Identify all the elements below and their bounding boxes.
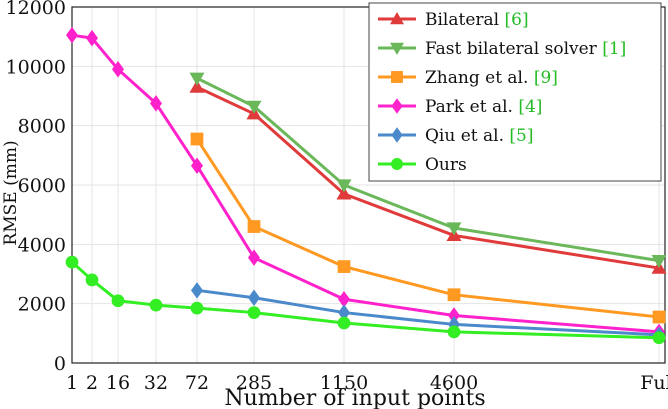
data-point [652,310,666,324]
legend-label: Park et al. [4] [425,97,542,117]
data-point [338,290,350,308]
legend-entry: Bilateral [6] [378,10,529,30]
data-point [448,307,460,324]
data-point [391,158,403,170]
data-point [337,260,351,273]
data-point [390,12,404,25]
legend-label: Qiu et al. [5] [425,126,534,146]
data-point [247,306,261,319]
y-tick-label: 2000 [18,294,66,316]
legend: Bilateral [6] Fast bilateral solver [1] Zh… [368,2,662,182]
legend-citation: [9] [534,68,558,88]
data-point [189,72,205,86]
y-tick-label: 4000 [18,234,66,256]
data-point [86,29,98,47]
data-point [390,42,404,55]
data-point [191,157,203,174]
x-tick-label: 285 [236,372,272,394]
legend-box [368,2,662,182]
legend-citation: [6] [505,10,529,30]
data-point [111,294,125,308]
x-tick-label: Full [640,372,668,394]
data-point [446,222,462,236]
data-point [66,26,78,44]
legend-entry: Qiu et al. [5] [378,126,534,146]
y-axis-title: RMSE (mm) [1,140,21,245]
series-ours [65,255,666,345]
data-point [651,255,667,269]
series-park-et-al [66,26,665,341]
data-point [246,100,262,114]
data-point [65,255,79,269]
series-layer [65,26,667,345]
data-point [336,186,352,200]
legend-citation: [5] [509,126,533,146]
x-tick-label: 1 [66,372,78,394]
x-tick-label: 2 [86,372,98,394]
y-tick-label: 6000 [18,175,66,197]
y-tick-label: 10000 [6,56,66,78]
data-point [189,79,205,93]
data-point [391,98,403,114]
series-zhang-et-al [190,132,666,324]
data-point [391,71,403,83]
x-tick-label: 32 [144,372,168,394]
x-tick-label: 72 [185,372,209,394]
legend-label: Bilateral [6] [425,10,529,30]
legend-entry: Fast bilateral solver [1] [378,39,626,59]
data-point [248,249,260,266]
data-point [337,316,351,330]
legend-entry: Ours [378,155,467,175]
x-tick-label: 4600 [430,372,478,394]
data-point [447,288,461,302]
data-point [338,304,350,321]
data-point [652,331,666,345]
x-tick-labels: 12 16 32 72 285 1150 4600 Full [66,372,668,394]
x-axis-title: Number of input points [224,386,485,409]
legend-entry: Zhang et al. [9] [378,68,558,88]
series-fast-bilateral-solver [189,72,667,269]
legend-entry: Park et al. [4] [378,97,542,117]
x-tick-label: 16 [106,372,130,394]
legend-citation: [1] [602,39,626,59]
data-point [190,132,204,146]
data-point [149,298,163,312]
x-tick-label: 1150 [320,372,368,394]
data-point [150,95,162,112]
y-tick-label: 12000 [6,0,66,19]
data-point [190,301,204,315]
y-tick-labels: 0 2000 4000 6000 8000 10000 12000 [6,0,66,375]
legend-citation: [4] [518,97,542,117]
legend-label: Ours [425,155,467,175]
data-point [336,179,352,193]
legend-label: Zhang et al. [9] [425,68,558,88]
data-point [191,282,203,299]
data-point [391,127,403,143]
y-tick-label: 8000 [18,116,66,138]
data-point [247,220,261,233]
legend-label: Fast bilateral solver [1] [425,39,626,59]
data-point [85,273,99,287]
data-point [112,61,124,78]
y-tick-label: 0 [54,353,66,375]
data-point [447,325,461,339]
data-point [248,289,260,306]
series-bilateral [189,79,667,274]
